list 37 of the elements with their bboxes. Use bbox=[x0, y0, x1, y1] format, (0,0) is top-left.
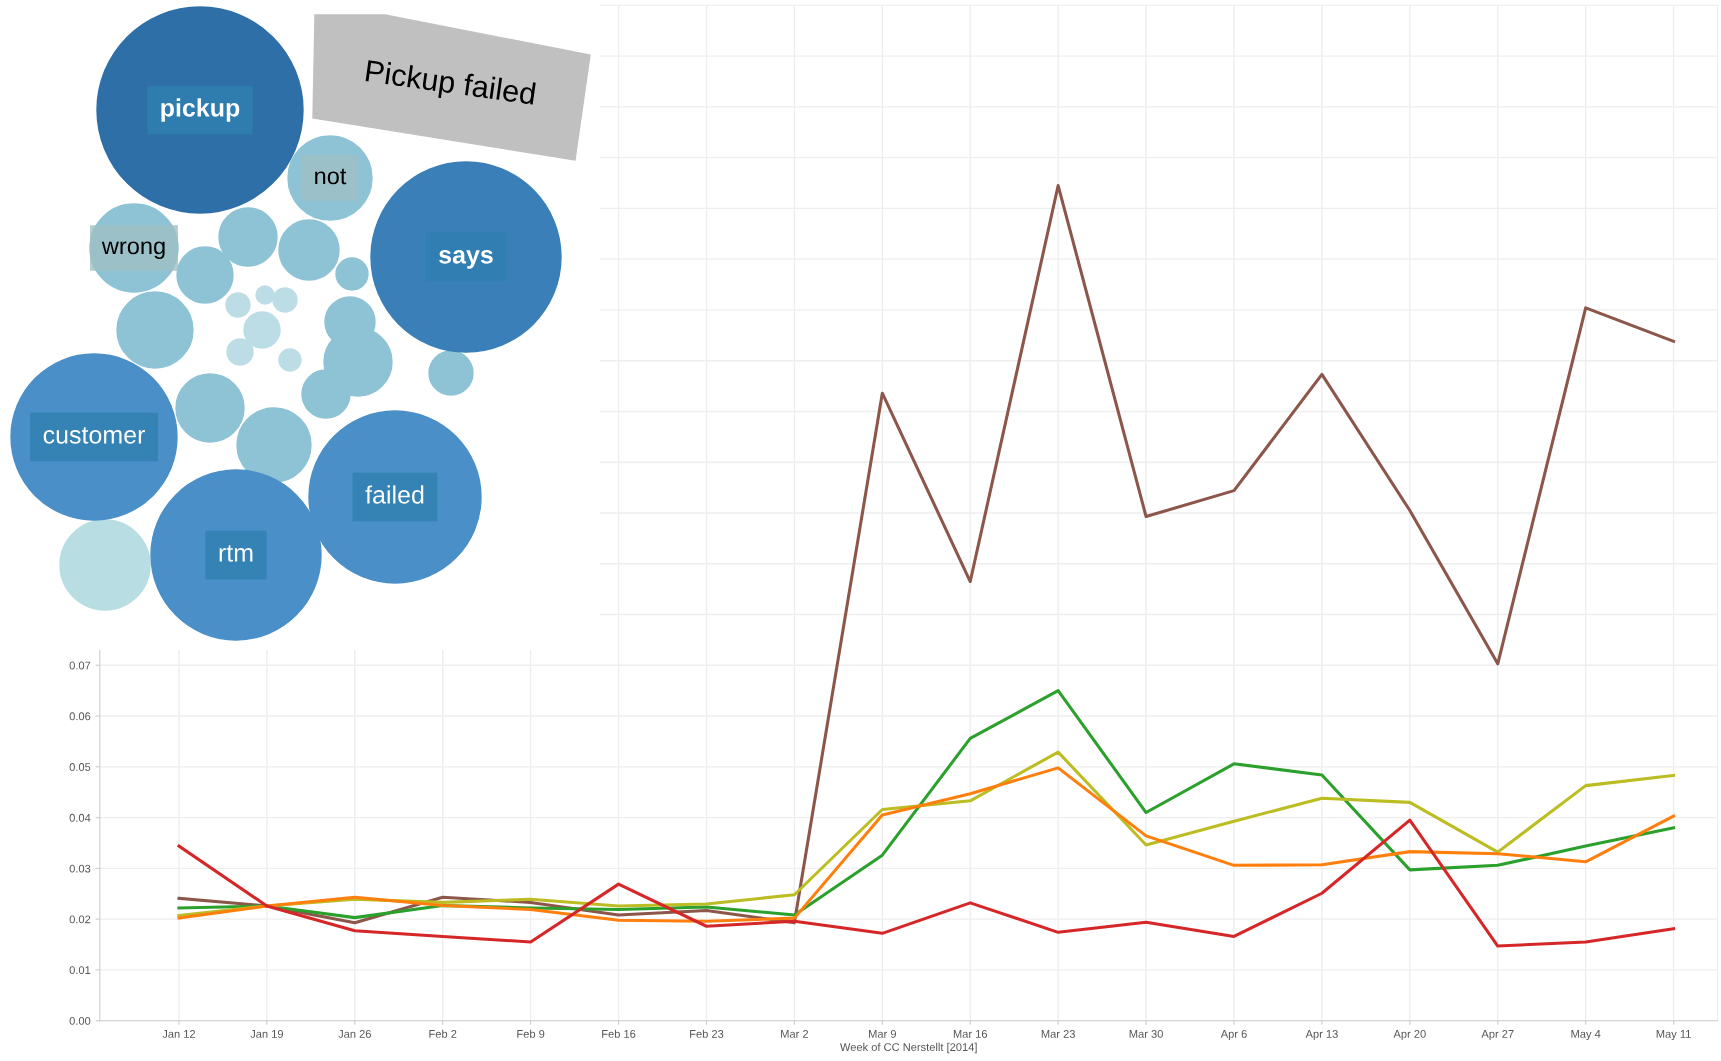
x-tick-label: Apr 6 bbox=[1220, 1030, 1247, 1041]
line-series bbox=[177, 184, 1676, 925]
x-tick-label: Feb 9 bbox=[517, 1029, 545, 1038]
x-tick-label: Jan 12 bbox=[162, 1030, 196, 1038]
y-tick-label: 0.06 bbox=[69, 712, 91, 721]
x-axis-title: Week of CC Nerstellt [2014] bbox=[839, 1042, 977, 1054]
x-tick-label: Apr 13 bbox=[1305, 1030, 1338, 1041]
x-tick-label: Feb 16 bbox=[602, 1029, 636, 1038]
x-tick-label: Mar 9 bbox=[869, 1030, 896, 1038]
y-tick-label: 0.01 bbox=[69, 966, 91, 975]
x-tick-label: Feb 23 bbox=[690, 1029, 724, 1038]
category-label: pickup bbox=[161, 98, 240, 122]
category-label: customer bbox=[43, 427, 145, 444]
x-tick-label: May 4 bbox=[1571, 1030, 1601, 1041]
x-tick-label: Apr 27 bbox=[1481, 1030, 1514, 1041]
x-tick-label: Feb 2 bbox=[429, 1029, 457, 1038]
x-tick-label: Mar 2 bbox=[781, 1030, 809, 1038]
x-tick-label: Jan 26 bbox=[338, 1030, 371, 1038]
text: Pickup failed bbox=[364, 59, 536, 111]
x-tick-label: Mar 30 bbox=[1129, 1030, 1163, 1038]
y-tick-label: 0.00 bbox=[69, 1016, 91, 1025]
y-tick-label: 0.04 bbox=[69, 813, 91, 822]
category-label: wrong bbox=[101, 241, 165, 260]
x-tick-label: Mar 16 bbox=[953, 1030, 988, 1038]
y-tick-label: 0.03 bbox=[69, 864, 91, 873]
category-label: not bbox=[315, 168, 347, 185]
y-tick-label: 0.05 bbox=[69, 763, 91, 771]
y-tick-label: 0.02 bbox=[69, 915, 91, 924]
y-tick-label: 0.07 bbox=[69, 661, 91, 670]
x-tick-label: May 11 bbox=[1656, 1030, 1691, 1041]
category-label: rtm bbox=[219, 545, 253, 562]
x-tick-label: Jan 19 bbox=[250, 1030, 284, 1038]
category-label: says bbox=[439, 250, 493, 269]
x-tick-label: Apr 20 bbox=[1393, 1030, 1426, 1041]
x-tick-label: Mar 23 bbox=[1041, 1030, 1075, 1038]
line-series bbox=[177, 818, 1676, 948]
category-label: failed bbox=[365, 485, 424, 504]
